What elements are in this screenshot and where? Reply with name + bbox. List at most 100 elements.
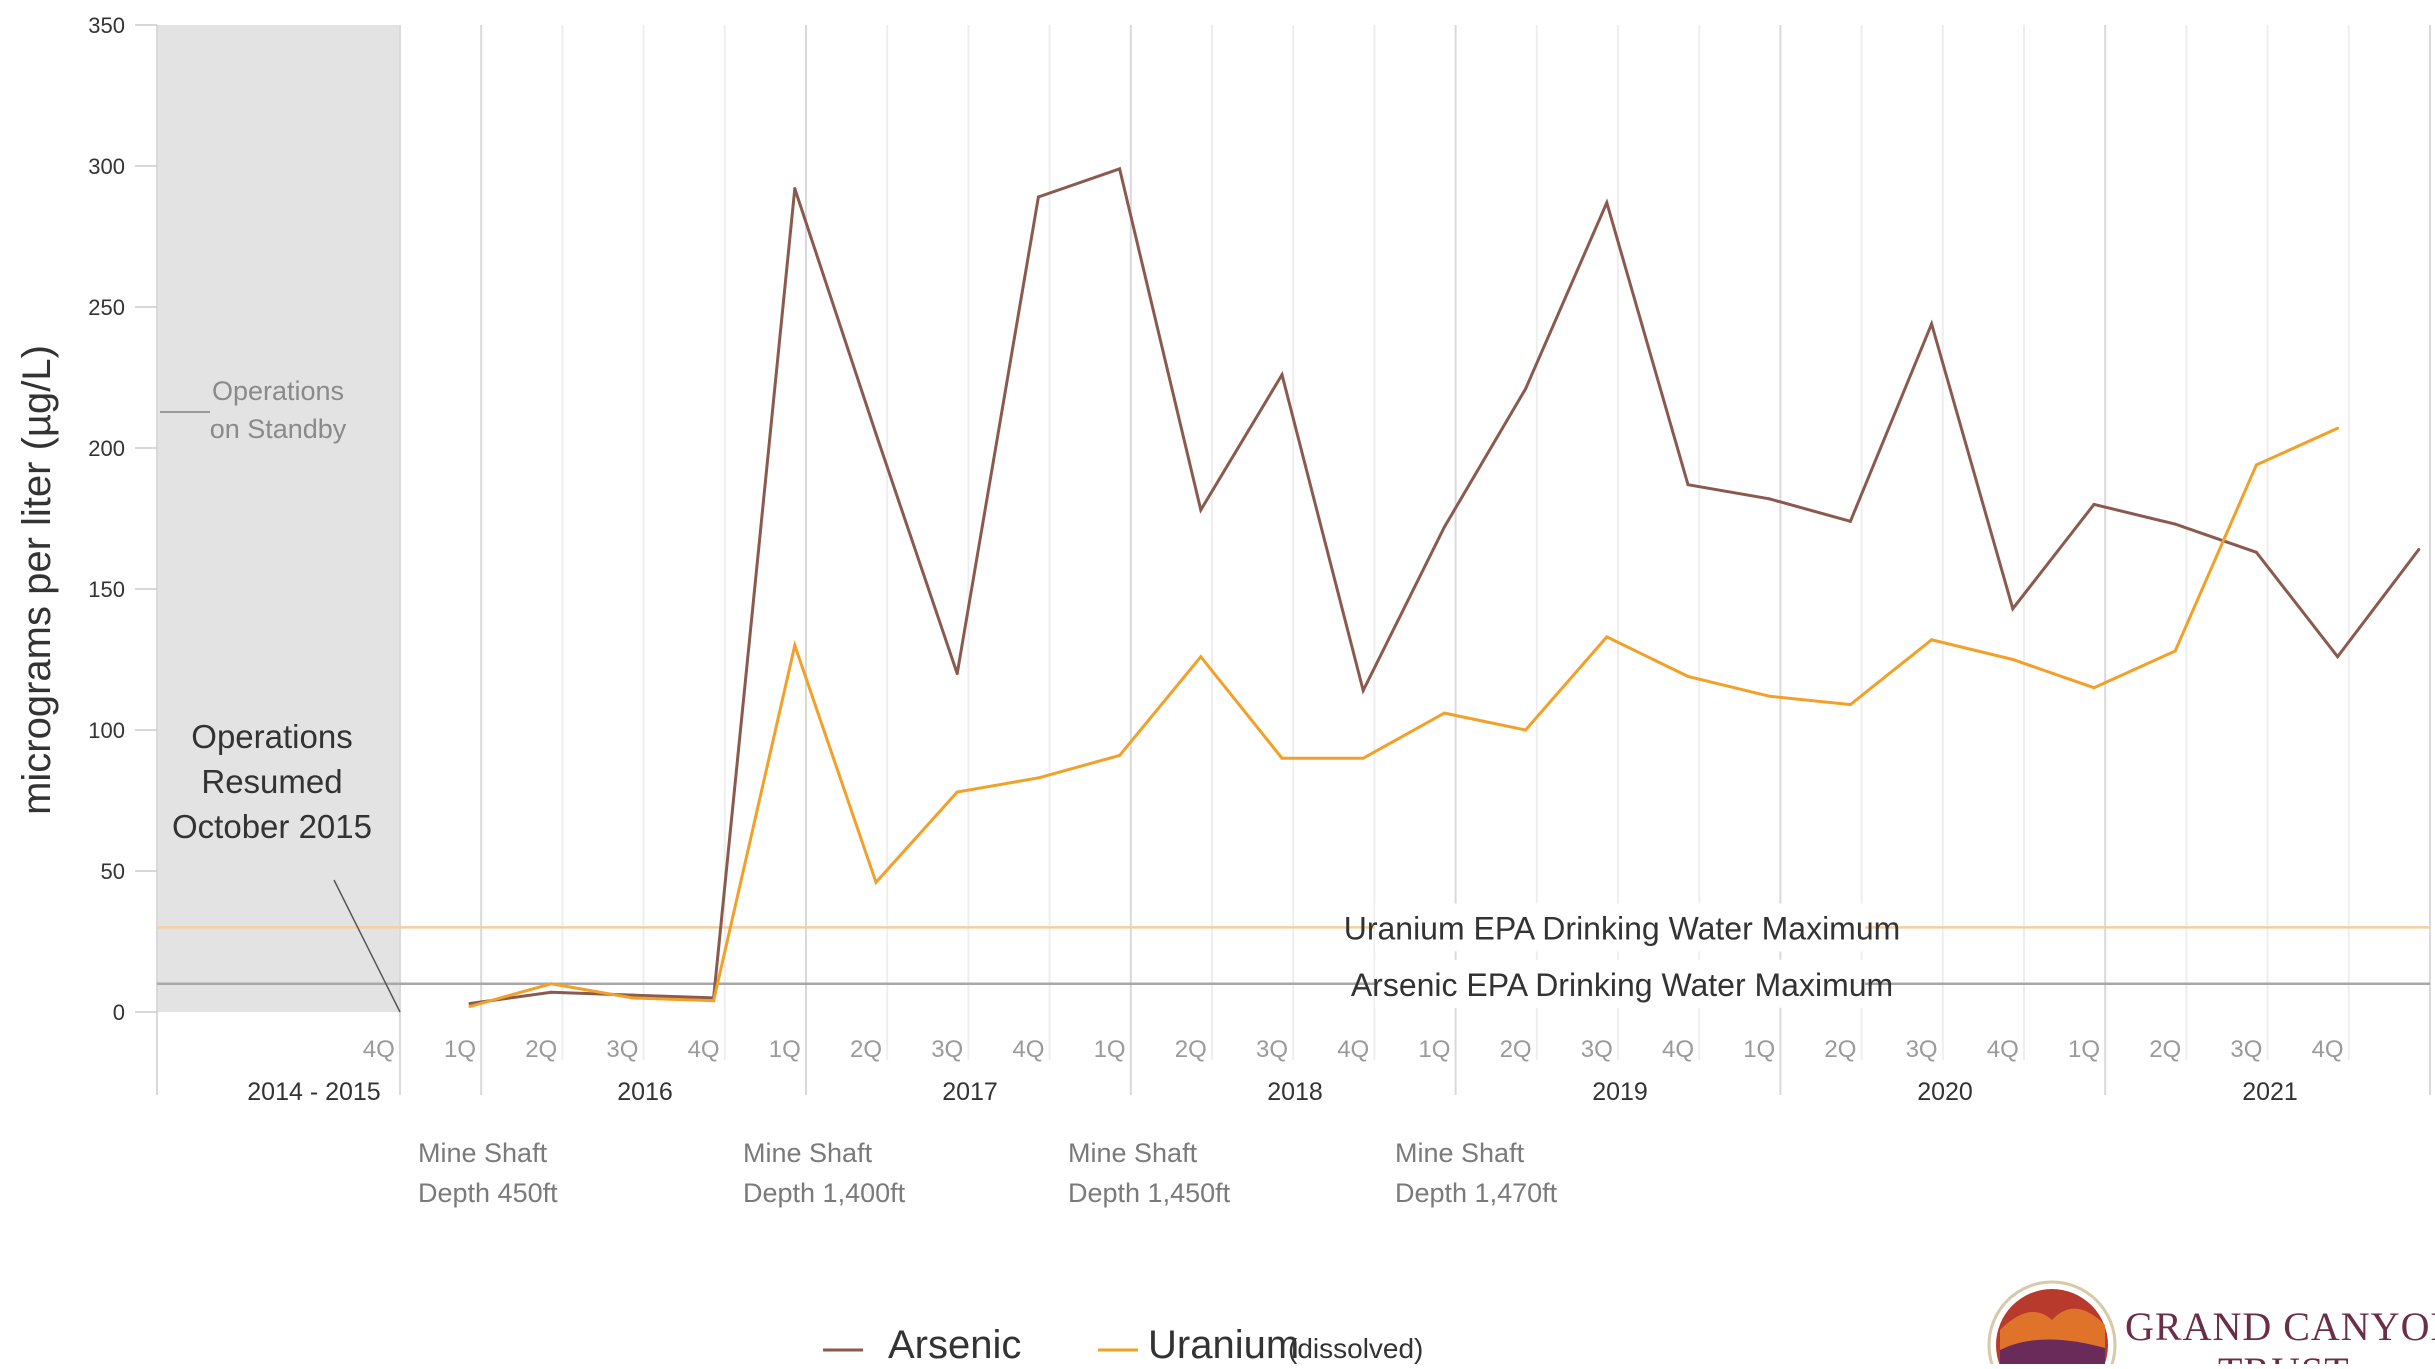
arsenic-point	[2417, 548, 2421, 552]
y-axis-label: micrograms per liter (µg/L)	[15, 345, 59, 815]
y-tick-label: 300	[88, 154, 125, 179]
quarter-label: 4Q	[1337, 1036, 1369, 1063]
reference-label-bg	[1375, 959, 1865, 1008]
arsenic-point	[2173, 522, 2177, 526]
year-label: 2019	[1592, 1078, 1648, 1106]
arsenic-point	[1767, 497, 1771, 501]
arsenic-point	[1361, 689, 1365, 693]
quarter-label: 4Q	[2312, 1036, 2344, 1063]
quarter-label: 1Q	[444, 1036, 476, 1063]
uranium-line	[469, 426, 2339, 1008]
quarter-label: 3Q	[931, 1036, 963, 1063]
y-tick-label: 200	[88, 436, 125, 461]
quarter-label: 2Q	[2149, 1036, 2181, 1063]
standby-annotation: on Standby	[210, 414, 347, 444]
uranium-point	[1848, 703, 1852, 707]
quarter-label: 2Q	[1175, 1036, 1207, 1063]
arsenic-point	[2254, 550, 2258, 554]
uranium-point	[549, 982, 553, 986]
uranium-point	[712, 999, 716, 1003]
uranium-point	[1442, 711, 1446, 715]
quarter-label: 2Q	[1500, 1036, 1532, 1063]
arsenic-point	[2336, 655, 2340, 659]
depth-annotation: Depth 1,450ft	[1068, 1178, 1231, 1208]
arsenic-point	[1199, 508, 1203, 512]
year-label: 2017	[942, 1078, 998, 1106]
year-label: 2018	[1267, 1078, 1323, 1106]
year-label: 2014 - 2015	[247, 1078, 380, 1106]
uranium-point	[2336, 426, 2340, 430]
uranium-point	[1199, 655, 1203, 659]
legend-uranium-suffix: (dissolved)	[1288, 1333, 1423, 1364]
quarter-label: 4Q	[1987, 1036, 2019, 1063]
year-label: 2021	[2242, 1078, 2298, 1106]
resumed-leader	[333, 879, 401, 1013]
arsenic-point	[1686, 483, 1690, 487]
arsenic-point	[630, 993, 634, 997]
arsenic-point	[793, 187, 797, 191]
y-tick-label: 0	[113, 1000, 125, 1025]
quarter-label: 3Q	[2230, 1036, 2262, 1063]
arsenic-point	[1036, 195, 1040, 199]
quarter-label: 4Q	[1662, 1036, 1694, 1063]
uranium-point	[1930, 638, 1934, 642]
legend-arsenic-label: Arsenic	[888, 1323, 1021, 1364]
uranium-point	[1280, 756, 1284, 760]
quarter-label: 1Q	[2068, 1036, 2100, 1063]
resumed-annotation: Operations	[191, 718, 352, 755]
quarter-label: 1Q	[1418, 1036, 1450, 1063]
uranium-point	[1361, 756, 1365, 760]
uranium-point	[1524, 728, 1528, 732]
uranium-point	[874, 880, 878, 884]
uranium-point	[793, 643, 797, 647]
depth-annotation: Mine Shaft	[743, 1138, 873, 1168]
arsenic-point	[955, 672, 959, 676]
arsenic-point	[1524, 387, 1528, 391]
arsenic-point	[1118, 167, 1122, 171]
logo-text-line1: GRAND CANYON	[2125, 1304, 2435, 1349]
legend-uranium-label: Uranium	[1148, 1323, 1299, 1364]
standby-shade	[157, 25, 400, 1012]
uranium-epa-label: Uranium EPA Drinking Water Maximum	[1344, 910, 1901, 946]
uranium-point	[1605, 635, 1609, 639]
quarter-label: 4Q	[363, 1036, 395, 1063]
quarter-label: 2Q	[1824, 1036, 1856, 1063]
quarter-label: 3Q	[606, 1036, 638, 1063]
arsenic-point	[1280, 373, 1284, 377]
quarter-label: 4Q	[688, 1036, 720, 1063]
y-tick-label: 250	[88, 295, 125, 320]
quarter-label: 1Q	[769, 1036, 801, 1063]
arsenic-point	[1930, 322, 1934, 326]
logo-emblem-river	[2000, 1339, 2105, 1364]
arsenic-point	[1605, 201, 1609, 205]
y-tick-label: 50	[101, 859, 125, 884]
quarter-label: 4Q	[1012, 1036, 1044, 1063]
depth-annotation: Depth 1,400ft	[743, 1178, 906, 1208]
uranium-point	[2011, 658, 2015, 661]
arsenic-point	[2092, 502, 2096, 506]
y-tick-label: 150	[88, 577, 125, 602]
logo-text-line2: TRUST	[2218, 1349, 2350, 1364]
uranium-point	[1036, 776, 1040, 780]
arsenic-point	[1848, 519, 1852, 523]
uranium-point	[955, 790, 959, 794]
uranium-point	[1686, 674, 1690, 678]
reference-label-bg	[1375, 903, 1865, 952]
uranium-point	[630, 996, 634, 1000]
quarter-label: 3Q	[1256, 1036, 1288, 1063]
standby-annotation: Operations	[212, 376, 344, 406]
year-label: 2016	[617, 1078, 673, 1106]
y-tick-label: 350	[88, 13, 125, 38]
arsenic-epa-label: Arsenic EPA Drinking Water Maximum	[1351, 967, 1893, 1003]
uranium-point	[1767, 694, 1771, 698]
resumed-annotation: Resumed	[201, 763, 342, 800]
uranium-point	[2173, 649, 2177, 653]
resumed-annotation: October 2015	[172, 808, 372, 845]
uranium-point	[468, 1004, 472, 1008]
quarter-label: 3Q	[1906, 1036, 1938, 1063]
arsenic-point	[2011, 607, 2015, 611]
uranium-point	[2254, 463, 2258, 467]
arsenic-line	[469, 166, 2420, 1005]
